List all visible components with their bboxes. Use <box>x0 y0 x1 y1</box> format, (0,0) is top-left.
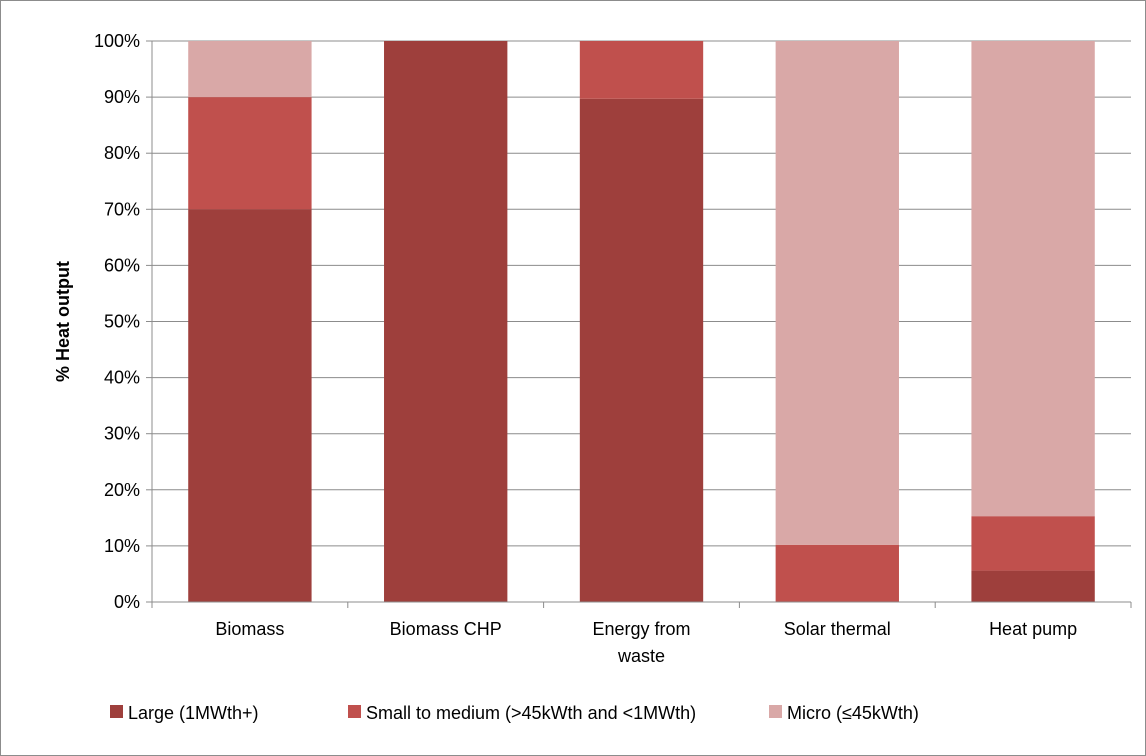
legend: Large (1MWth+) Small to medium (>45kWth a… <box>110 703 919 723</box>
tick-labels: 0% 10% 20% 30% 40% 50% 60% 70% 80% 90% 100% Biomass… <box>94 31 1077 666</box>
bar-segment <box>188 209 312 603</box>
legend-label: Large (1MWth+) <box>128 703 259 723</box>
legend-swatch <box>110 705 123 718</box>
bar-segment <box>971 570 1095 602</box>
y-tick-label: 20% <box>104 480 140 500</box>
x-tick-label: Biomass <box>215 619 284 639</box>
x-tick-label: Biomass CHP <box>390 619 502 639</box>
bar-segment <box>775 544 899 602</box>
y-tick-label: 40% <box>104 368 140 388</box>
bars <box>188 41 1095 603</box>
bar-segment <box>971 41 1095 517</box>
bar-segment <box>775 41 899 545</box>
legend-swatch <box>769 705 782 718</box>
y-tick-label: 50% <box>104 312 140 332</box>
legend-label: Small to medium (>45kWth and <1MWth) <box>366 703 696 723</box>
x-tick-label: Solar thermal <box>784 619 891 639</box>
y-tick-label: 100% <box>94 31 140 51</box>
x-tick-label: waste <box>617 646 665 666</box>
axes <box>146 40 1132 608</box>
bar-segment <box>188 41 312 98</box>
y-tick-label: 0% <box>114 592 140 612</box>
y-tick-label: 80% <box>104 143 140 163</box>
x-tick-label: Heat pump <box>989 619 1077 639</box>
y-tick-label: 90% <box>104 87 140 107</box>
bar-segment <box>188 97 312 210</box>
legend-label: Micro (≤45kWth) <box>787 703 919 723</box>
legend-swatch <box>348 705 361 718</box>
x-tick-label: Energy from <box>592 619 690 639</box>
y-axis-title: % Heat output <box>53 261 73 382</box>
bar-segment <box>579 41 704 99</box>
bar-segment <box>384 41 508 602</box>
y-tick-label: 10% <box>104 536 140 556</box>
y-tick-label: 60% <box>104 255 140 275</box>
bar-segment <box>971 516 1095 571</box>
bar-segment <box>579 98 704 603</box>
y-tick-label: 30% <box>104 424 140 444</box>
y-tick-label: 70% <box>104 199 140 219</box>
